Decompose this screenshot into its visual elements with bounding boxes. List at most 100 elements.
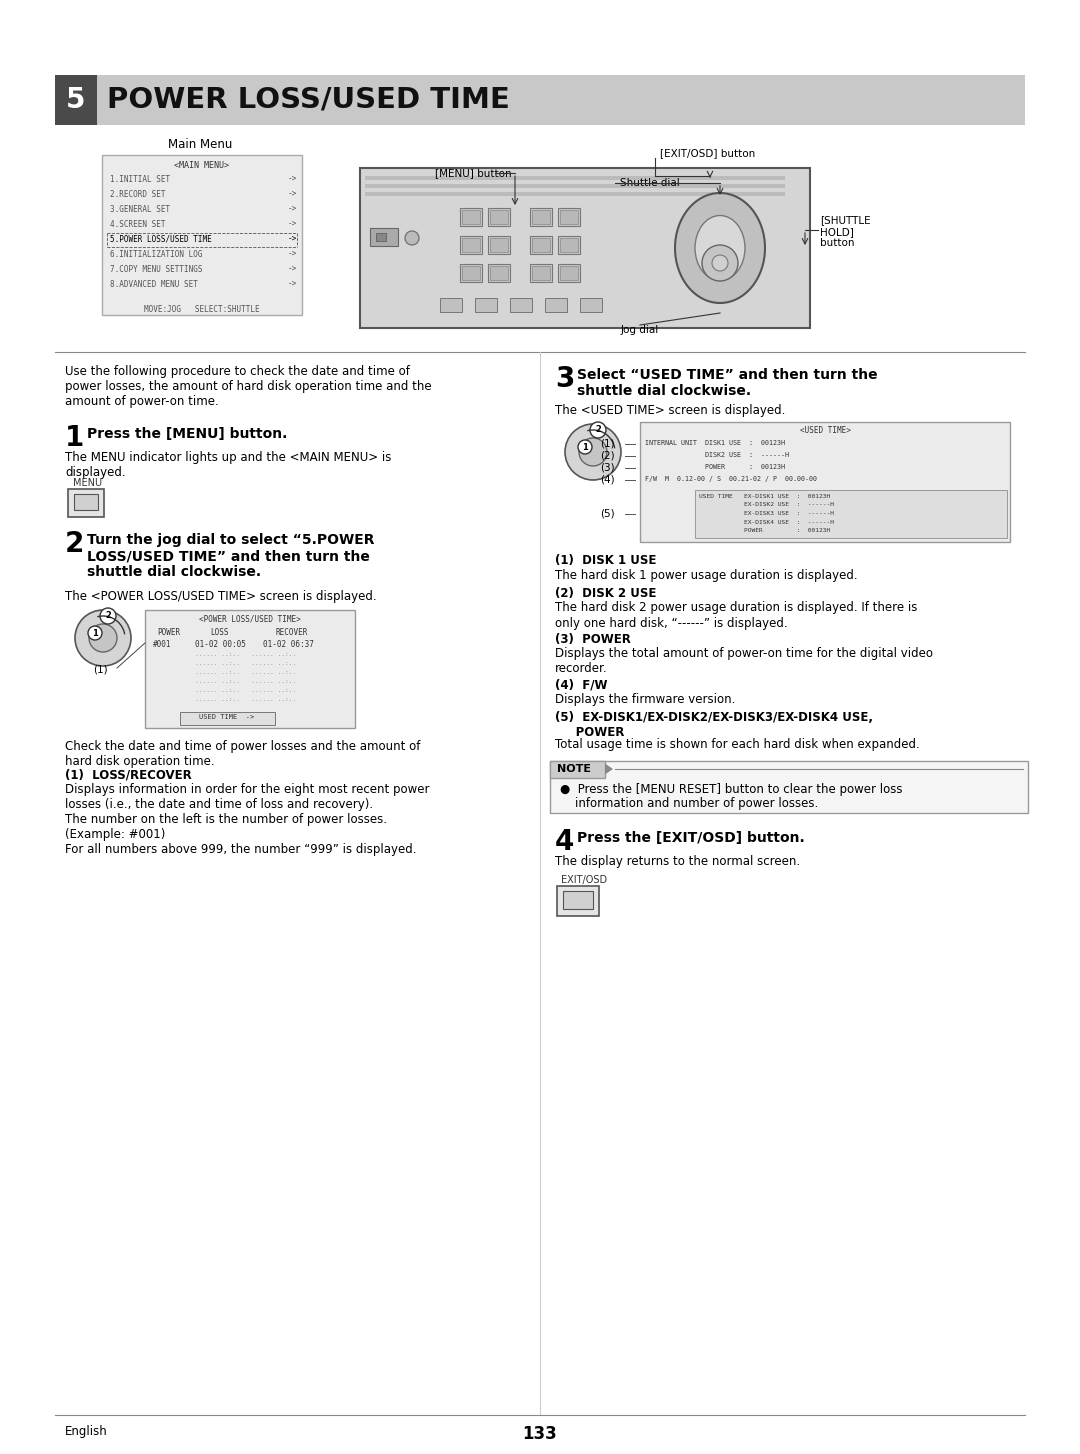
- Bar: [55, 76, 1025, 125]
- Text: ->: ->: [288, 174, 297, 185]
- Bar: [558, 208, 580, 225]
- Bar: [488, 265, 510, 282]
- Text: 133: 133: [523, 1425, 557, 1442]
- Bar: [532, 238, 550, 252]
- Text: (1): (1): [93, 664, 108, 675]
- Ellipse shape: [675, 193, 765, 302]
- Text: The <USED TIME> screen is displayed.: The <USED TIME> screen is displayed.: [555, 404, 785, 417]
- Bar: [55, 76, 97, 125]
- Bar: [696, 490, 1007, 538]
- Text: Press the [EXIT/OSD] button.: Press the [EXIT/OSD] button.: [577, 830, 805, 845]
- Text: (2): (2): [600, 451, 615, 461]
- Circle shape: [100, 608, 116, 624]
- Text: ...... ..:..   ...... ..:..: ...... ..:.. ...... ..:..: [195, 662, 296, 666]
- Text: NOTE: NOTE: [557, 763, 591, 774]
- Polygon shape: [605, 763, 613, 775]
- Text: [EXIT/OSD] button: [EXIT/OSD] button: [660, 148, 755, 158]
- Text: MENU: MENU: [73, 478, 103, 489]
- Bar: [558, 236, 580, 254]
- Text: [MENU] button: [MENU] button: [435, 169, 512, 177]
- Text: MOVE:JOG   SELECT:SHUTTLE: MOVE:JOG SELECT:SHUTTLE: [145, 305, 260, 314]
- Circle shape: [89, 624, 117, 651]
- Bar: [550, 760, 605, 778]
- Text: 3: 3: [555, 365, 575, 393]
- Text: ->: ->: [288, 205, 297, 214]
- Bar: [370, 228, 399, 246]
- Circle shape: [578, 441, 592, 454]
- Circle shape: [565, 425, 621, 480]
- Text: USED TIME  ->: USED TIME ->: [200, 714, 255, 720]
- Text: <USED TIME>: <USED TIME>: [799, 426, 850, 435]
- Circle shape: [75, 611, 131, 666]
- Text: (1)  DISK 1 USE: (1) DISK 1 USE: [555, 554, 657, 567]
- Text: Turn the jog dial to select “5.POWER
LOSS/USED TIME” and then turn the
shuttle d: Turn the jog dial to select “5.POWER LOS…: [87, 534, 375, 579]
- Bar: [460, 208, 482, 225]
- Text: ->: ->: [288, 265, 297, 273]
- Bar: [550, 760, 1028, 813]
- Text: 8.ADVANCED MENU SET: 8.ADVANCED MENU SET: [110, 281, 198, 289]
- Text: The MENU indicator lights up and the <MAIN MENU> is
displayed.: The MENU indicator lights up and the <MA…: [65, 451, 391, 478]
- Bar: [561, 209, 578, 224]
- Text: The hard disk 1 power usage duration is displayed.: The hard disk 1 power usage duration is …: [555, 569, 858, 582]
- Text: 6.INITIALIZATION LOG: 6.INITIALIZATION LOG: [110, 250, 203, 259]
- Text: INTERNAL UNIT  DISK1 USE  :  00123H: INTERNAL UNIT DISK1 USE : 00123H: [645, 441, 785, 446]
- Bar: [580, 298, 602, 313]
- Text: ...... ..:..   ...... ..:..: ...... ..:.. ...... ..:..: [195, 696, 296, 702]
- Text: EX-DISK2 USE  :  ------H: EX-DISK2 USE : ------H: [699, 503, 834, 507]
- Bar: [557, 885, 599, 916]
- Text: POWER: POWER: [157, 628, 180, 637]
- Text: 4: 4: [555, 827, 575, 855]
- Text: EX-DISK4 USE  :  ------H: EX-DISK4 USE : ------H: [699, 519, 834, 525]
- Text: POWER      :  00123H: POWER : 00123H: [645, 464, 785, 470]
- Text: Total usage time is shown for each hard disk when expanded.: Total usage time is shown for each hard …: [555, 739, 920, 752]
- Text: 7.COPY MENU SETTINGS: 7.COPY MENU SETTINGS: [110, 265, 203, 273]
- Text: F/W  M  0.12-00 / S  00.21-02 / P  00.00-00: F/W M 0.12-00 / S 00.21-02 / P 00.00-00: [645, 475, 816, 481]
- Text: POWER LOSS/USED TIME: POWER LOSS/USED TIME: [107, 86, 510, 113]
- Text: (5)  EX-DISK1/EX-DISK2/EX-DISK3/EX-DISK4 USE,
     POWER: (5) EX-DISK1/EX-DISK2/EX-DISK3/EX-DISK4 …: [555, 711, 873, 739]
- Text: ...... ..:..   ...... ..:..: ...... ..:.. ...... ..:..: [195, 679, 296, 683]
- Text: ->: ->: [288, 236, 297, 244]
- Circle shape: [590, 422, 606, 438]
- Text: 2: 2: [65, 531, 84, 558]
- Bar: [376, 233, 386, 241]
- Bar: [490, 209, 508, 224]
- Text: <MAIN MENU>: <MAIN MENU>: [175, 161, 229, 170]
- Text: 2.RECORD SET: 2.RECORD SET: [110, 190, 165, 199]
- Text: EX-DISK3 USE  :  ------H: EX-DISK3 USE : ------H: [699, 510, 834, 516]
- Text: Use the following procedure to check the date and time of
power losses, the amou: Use the following procedure to check the…: [65, 365, 432, 409]
- Bar: [640, 422, 1010, 542]
- Text: Select “USED TIME” and then turn the
shuttle dial clockwise.: Select “USED TIME” and then turn the shu…: [577, 368, 878, 398]
- Text: (3): (3): [600, 462, 615, 473]
- Text: (1)  LOSS/RECOVER: (1) LOSS/RECOVER: [65, 768, 192, 781]
- Circle shape: [579, 438, 607, 465]
- Text: Main Menu: Main Menu: [167, 138, 232, 151]
- Bar: [365, 185, 785, 188]
- Bar: [475, 298, 497, 313]
- Bar: [510, 298, 532, 313]
- Text: Check the date and time of power losses and the amount of
hard disk operation ti: Check the date and time of power losses …: [65, 740, 420, 768]
- Text: 5.POWER LOSS/USED TIME: 5.POWER LOSS/USED TIME: [110, 236, 212, 244]
- Text: The hard disk 2 power usage duration is displayed. If there is
only one hard dis: The hard disk 2 power usage duration is …: [555, 602, 917, 630]
- Text: 5: 5: [66, 86, 85, 113]
- Text: Displays the firmware version.: Displays the firmware version.: [555, 692, 735, 705]
- Circle shape: [87, 627, 102, 640]
- Text: ...... ..:..   ...... ..:..: ...... ..:.. ...... ..:..: [195, 651, 296, 657]
- Text: USED TIME   EX-DISK1 USE  :  00123H: USED TIME EX-DISK1 USE : 00123H: [699, 494, 831, 499]
- Bar: [558, 265, 580, 282]
- Bar: [180, 712, 275, 726]
- Bar: [440, 298, 462, 313]
- Bar: [561, 266, 578, 281]
- Circle shape: [405, 231, 419, 246]
- Text: <POWER LOSS/USED TIME>: <POWER LOSS/USED TIME>: [199, 614, 301, 622]
- Text: 3.GENERAL SET: 3.GENERAL SET: [110, 205, 171, 214]
- Text: The display returns to the normal screen.: The display returns to the normal screen…: [555, 855, 800, 868]
- Text: 1: 1: [92, 628, 98, 637]
- Bar: [490, 266, 508, 281]
- Text: (5): (5): [600, 509, 615, 519]
- Bar: [460, 265, 482, 282]
- Text: (2)  DISK 2 USE: (2) DISK 2 USE: [555, 587, 657, 601]
- Bar: [530, 265, 552, 282]
- Bar: [365, 176, 785, 180]
- Bar: [462, 238, 480, 252]
- Text: ->: ->: [288, 281, 297, 289]
